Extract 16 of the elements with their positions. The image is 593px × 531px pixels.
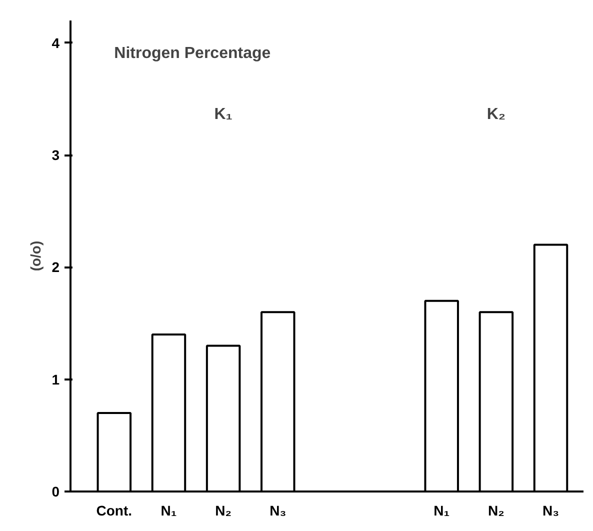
x-tick-label: N₂	[488, 502, 504, 518]
y-tick-label: 3	[52, 147, 60, 164]
x-tick-label: N₃	[542, 502, 560, 518]
x-tick-label: Cont.	[96, 502, 132, 518]
annotation: K₁	[214, 106, 233, 124]
y-tick-label: 0	[52, 484, 60, 500]
text: Nitrogen Percentage	[114, 44, 271, 62]
y-tick-label: 1	[52, 371, 60, 388]
x-tick-label: N₁	[434, 502, 450, 518]
y-tick-label: 2	[52, 259, 60, 276]
x-tick-label: N₁	[160, 502, 177, 518]
x-tick-label: N₃	[270, 502, 286, 518]
annotation: K₂	[486, 106, 506, 124]
x-tick-label: N₂	[215, 502, 232, 518]
y-tick-label: 4	[52, 34, 60, 51]
y-axis-title: (o/o)	[28, 240, 44, 272]
